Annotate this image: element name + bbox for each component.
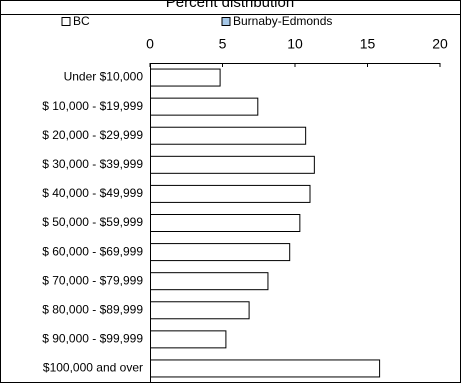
y-tick-label: $100,000 and over bbox=[43, 361, 143, 375]
bar bbox=[150, 97, 259, 116]
bar bbox=[150, 330, 227, 349]
bar bbox=[150, 359, 381, 378]
y-tick-label: $ 70,000 - $79,999 bbox=[42, 273, 143, 287]
bar bbox=[150, 126, 307, 145]
x-tick-label: 10 bbox=[287, 36, 303, 52]
x-tick-label: 0 bbox=[146, 36, 154, 52]
bar bbox=[150, 301, 250, 320]
bar bbox=[150, 272, 269, 291]
y-tick-label: $ 10,000 - $19,999 bbox=[42, 99, 143, 113]
x-tick-label: 5 bbox=[219, 36, 227, 52]
bar bbox=[150, 184, 311, 203]
legend-swatch bbox=[61, 17, 71, 26]
y-tick-label: $ 30,000 - $39,999 bbox=[42, 157, 143, 171]
y-tick-label: $ 80,000 - $89,999 bbox=[42, 302, 143, 316]
bar bbox=[150, 243, 291, 262]
x-tick-label: 15 bbox=[360, 36, 376, 52]
chart-title: Percent distribution bbox=[166, 0, 294, 11]
legend-label: BC bbox=[73, 14, 90, 28]
bar bbox=[150, 68, 221, 87]
y-tick-label: $ 40,000 - $49,999 bbox=[42, 186, 143, 200]
bar bbox=[150, 214, 301, 232]
y-tick-label: $ 20,000 - $29,999 bbox=[42, 128, 143, 142]
legend-label: Burnaby-Edmonds bbox=[233, 14, 332, 28]
y-tick-label: Under $10,000 bbox=[64, 70, 144, 84]
legend-swatch bbox=[221, 17, 231, 26]
y-tick-label: $ 50,000 - $59,999 bbox=[42, 215, 143, 229]
y-tick-label: $ 90,000 - $99,999 bbox=[42, 332, 143, 346]
y-tick-label: $ 60,000 - $69,999 bbox=[42, 244, 143, 258]
x-tick-label: 20 bbox=[432, 36, 448, 52]
bar bbox=[150, 155, 315, 174]
